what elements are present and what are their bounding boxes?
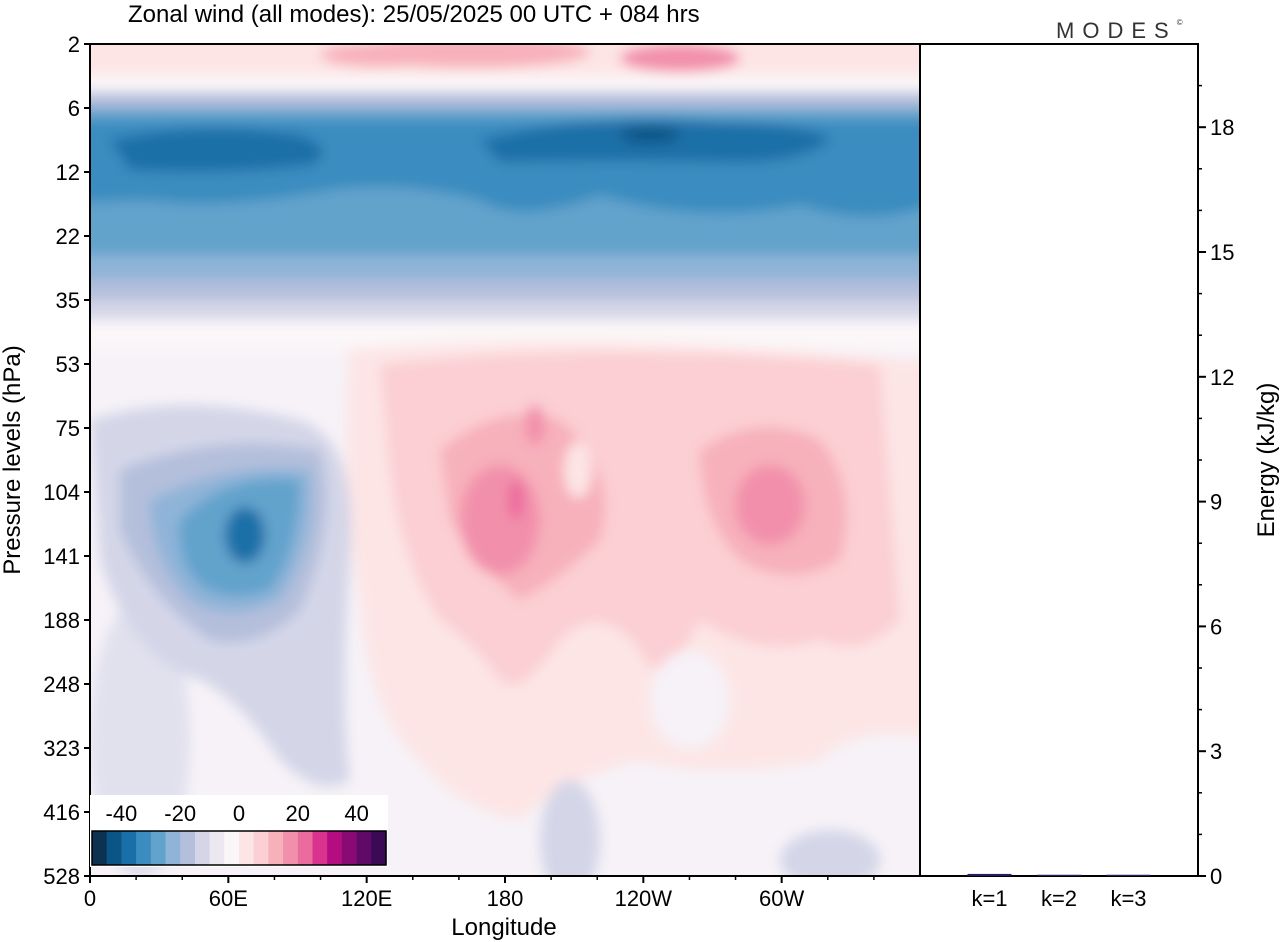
colorbar-swatch — [297, 831, 314, 865]
pos-core-a-peak — [508, 480, 524, 520]
energy-bar-label: k=1 — [971, 886, 1007, 911]
neg-light-bottom-b — [780, 830, 880, 876]
neg-light-bottom-a — [540, 780, 600, 876]
energy-tick-label: 6 — [1210, 614, 1222, 639]
chart-title: Zonal wind (all modes): 25/05/2025 00 UT… — [128, 1, 700, 28]
pressure-tick-label: 2 — [68, 32, 80, 57]
white-patch-b — [650, 650, 730, 750]
colorbar-swatch — [371, 831, 387, 865]
band-neg-edge-top — [90, 92, 920, 110]
colorbar-swatch — [283, 831, 299, 865]
white-patch-a — [564, 442, 592, 498]
y-axis-label: Pressure levels (hPa) — [0, 345, 26, 574]
colorbar-tick-label: 40 — [344, 801, 368, 826]
colorbar-frame — [91, 830, 387, 866]
colorbar-swatch — [268, 831, 284, 865]
energy-tick-label: 12 — [1210, 365, 1234, 390]
pressure-tick-label: 416 — [43, 800, 80, 825]
pos-core-upper-3 — [320, 44, 440, 67]
longitude-tick-label: 0 — [84, 886, 96, 911]
energy-tick-label: 0 — [1210, 864, 1222, 889]
pressure-tick-label: 35 — [56, 288, 80, 313]
colorbar-swatch — [136, 831, 152, 865]
pos-core-b — [735, 465, 805, 545]
pressure-tick-label: 6 — [68, 96, 80, 121]
energy-tick-label: 18 — [1210, 115, 1234, 140]
colorbar-swatch — [106, 831, 122, 865]
colorbar-tick-label: -40 — [106, 801, 138, 826]
longitude-tick-label: 120W — [615, 886, 673, 911]
colorbar-swatch — [341, 831, 358, 865]
colorbar-swatch — [224, 831, 240, 865]
energy-bars: k=1 k=2 k=3 — [967, 873, 1151, 911]
colorbar-swatch — [92, 831, 108, 865]
colorbar-swatch — [150, 831, 167, 865]
energy-axis-label: Energy (kJ/kg) — [1253, 383, 1280, 538]
colorbar-swatch — [121, 831, 137, 865]
pos-core-top — [525, 405, 545, 445]
longitude-tick-label: 60E — [209, 886, 248, 911]
colorbar-tick-label: 20 — [286, 801, 310, 826]
energy-tick-label: 3 — [1210, 739, 1222, 764]
colorbar-swatch — [253, 831, 269, 865]
pressure-tick-label: 188 — [43, 608, 80, 633]
band-white-1 — [90, 75, 920, 93]
colorbar-swatch — [239, 831, 255, 865]
brand-logo: MODES© — [1056, 18, 1183, 44]
energy-bar-label: k=2 — [1041, 886, 1077, 911]
brand-name: MODES — [1056, 18, 1177, 43]
colorbar: -40 -20 0 20 40 — [90, 795, 388, 867]
longitude-tick-label: 180 — [487, 886, 524, 911]
longitude-tick-label: 60W — [759, 886, 804, 911]
energy-bar — [1106, 874, 1151, 876]
colorbar-tick-label: 0 — [233, 801, 245, 826]
longitude-tick-label: 120E — [341, 886, 392, 911]
longitude-axis: 0 60E 120E 180 120W 60W — [84, 876, 875, 911]
colorbar-swatch — [327, 831, 343, 865]
energy-axis: 0 3 6 9 12 15 18 — [1198, 84, 1234, 889]
pressure-tick-label: 141 — [43, 544, 80, 569]
energy-tick-label: 9 — [1210, 490, 1222, 515]
pos-core-a — [460, 465, 540, 575]
band-neg-deep-1 — [110, 128, 323, 172]
pressure-tick-label: 323 — [43, 736, 80, 761]
colorbar-swatch — [180, 831, 196, 865]
pressure-tick-label: 53 — [56, 352, 80, 377]
band-neg-fringe-1 — [90, 280, 920, 302]
neg-core — [225, 507, 265, 563]
colorbar-swatch — [356, 831, 372, 865]
pressure-axis: 2 6 12 22 35 53 75 104 141 188 248 323 416 528 — [43, 32, 90, 889]
x-axis-label: Longitude — [451, 914, 556, 941]
pressure-tick-label: 104 — [43, 480, 80, 505]
energy-panel-frame — [919, 43, 1199, 877]
band-neg-fringe-2 — [90, 300, 920, 322]
brand-mark: © — [1176, 18, 1183, 27]
energy-tick-label: 15 — [1210, 240, 1234, 265]
pos-core-upper-2 — [620, 44, 740, 72]
energy-bar-label: k=3 — [1110, 886, 1146, 911]
pressure-tick-label: 248 — [43, 672, 80, 697]
energy-bar — [967, 873, 1012, 876]
pressure-tick-label: 12 — [56, 160, 80, 185]
colorbar-swatch — [209, 831, 225, 865]
colorbar-tick-label: -20 — [164, 801, 196, 826]
contour-map — [90, 44, 920, 876]
colorbar-swatch — [312, 831, 328, 865]
pressure-tick-label: 22 — [56, 224, 80, 249]
pressure-tick-label: 528 — [43, 864, 80, 889]
band-neg-extreme — [620, 127, 680, 143]
colorbar-swatch — [194, 831, 211, 865]
pressure-tick-label: 75 — [56, 416, 80, 441]
colorbar-swatch — [165, 831, 181, 865]
energy-bar — [1037, 874, 1081, 876]
